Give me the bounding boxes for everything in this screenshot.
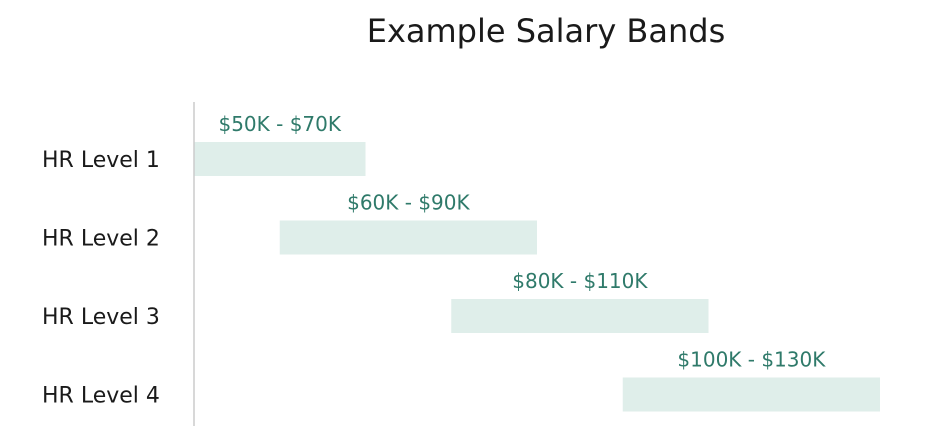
chart-marks: HR Level 1 $50K - $70K HR Level 2 $60K - $9… <box>42 112 880 412</box>
salary-band-bar <box>279 220 537 255</box>
bar-data-label: $60K - $90K <box>347 191 470 215</box>
salary-band-bar <box>194 142 366 176</box>
bar-data-label: $80K - $110K <box>512 269 648 293</box>
category-label: HR Level 4 <box>42 384 160 409</box>
category-label: HR Level 1 <box>42 148 160 173</box>
salary-band-bar <box>451 299 709 333</box>
category-label: HR Level 3 <box>42 305 160 330</box>
category-label: HR Level 2 <box>42 227 160 252</box>
bar-data-label: $100K - $130K <box>677 348 826 372</box>
bar-data-label: $50K - $70K <box>218 112 341 136</box>
salary-band-bar <box>622 377 880 412</box>
chart-title: Example Salary Bands <box>367 12 726 50</box>
